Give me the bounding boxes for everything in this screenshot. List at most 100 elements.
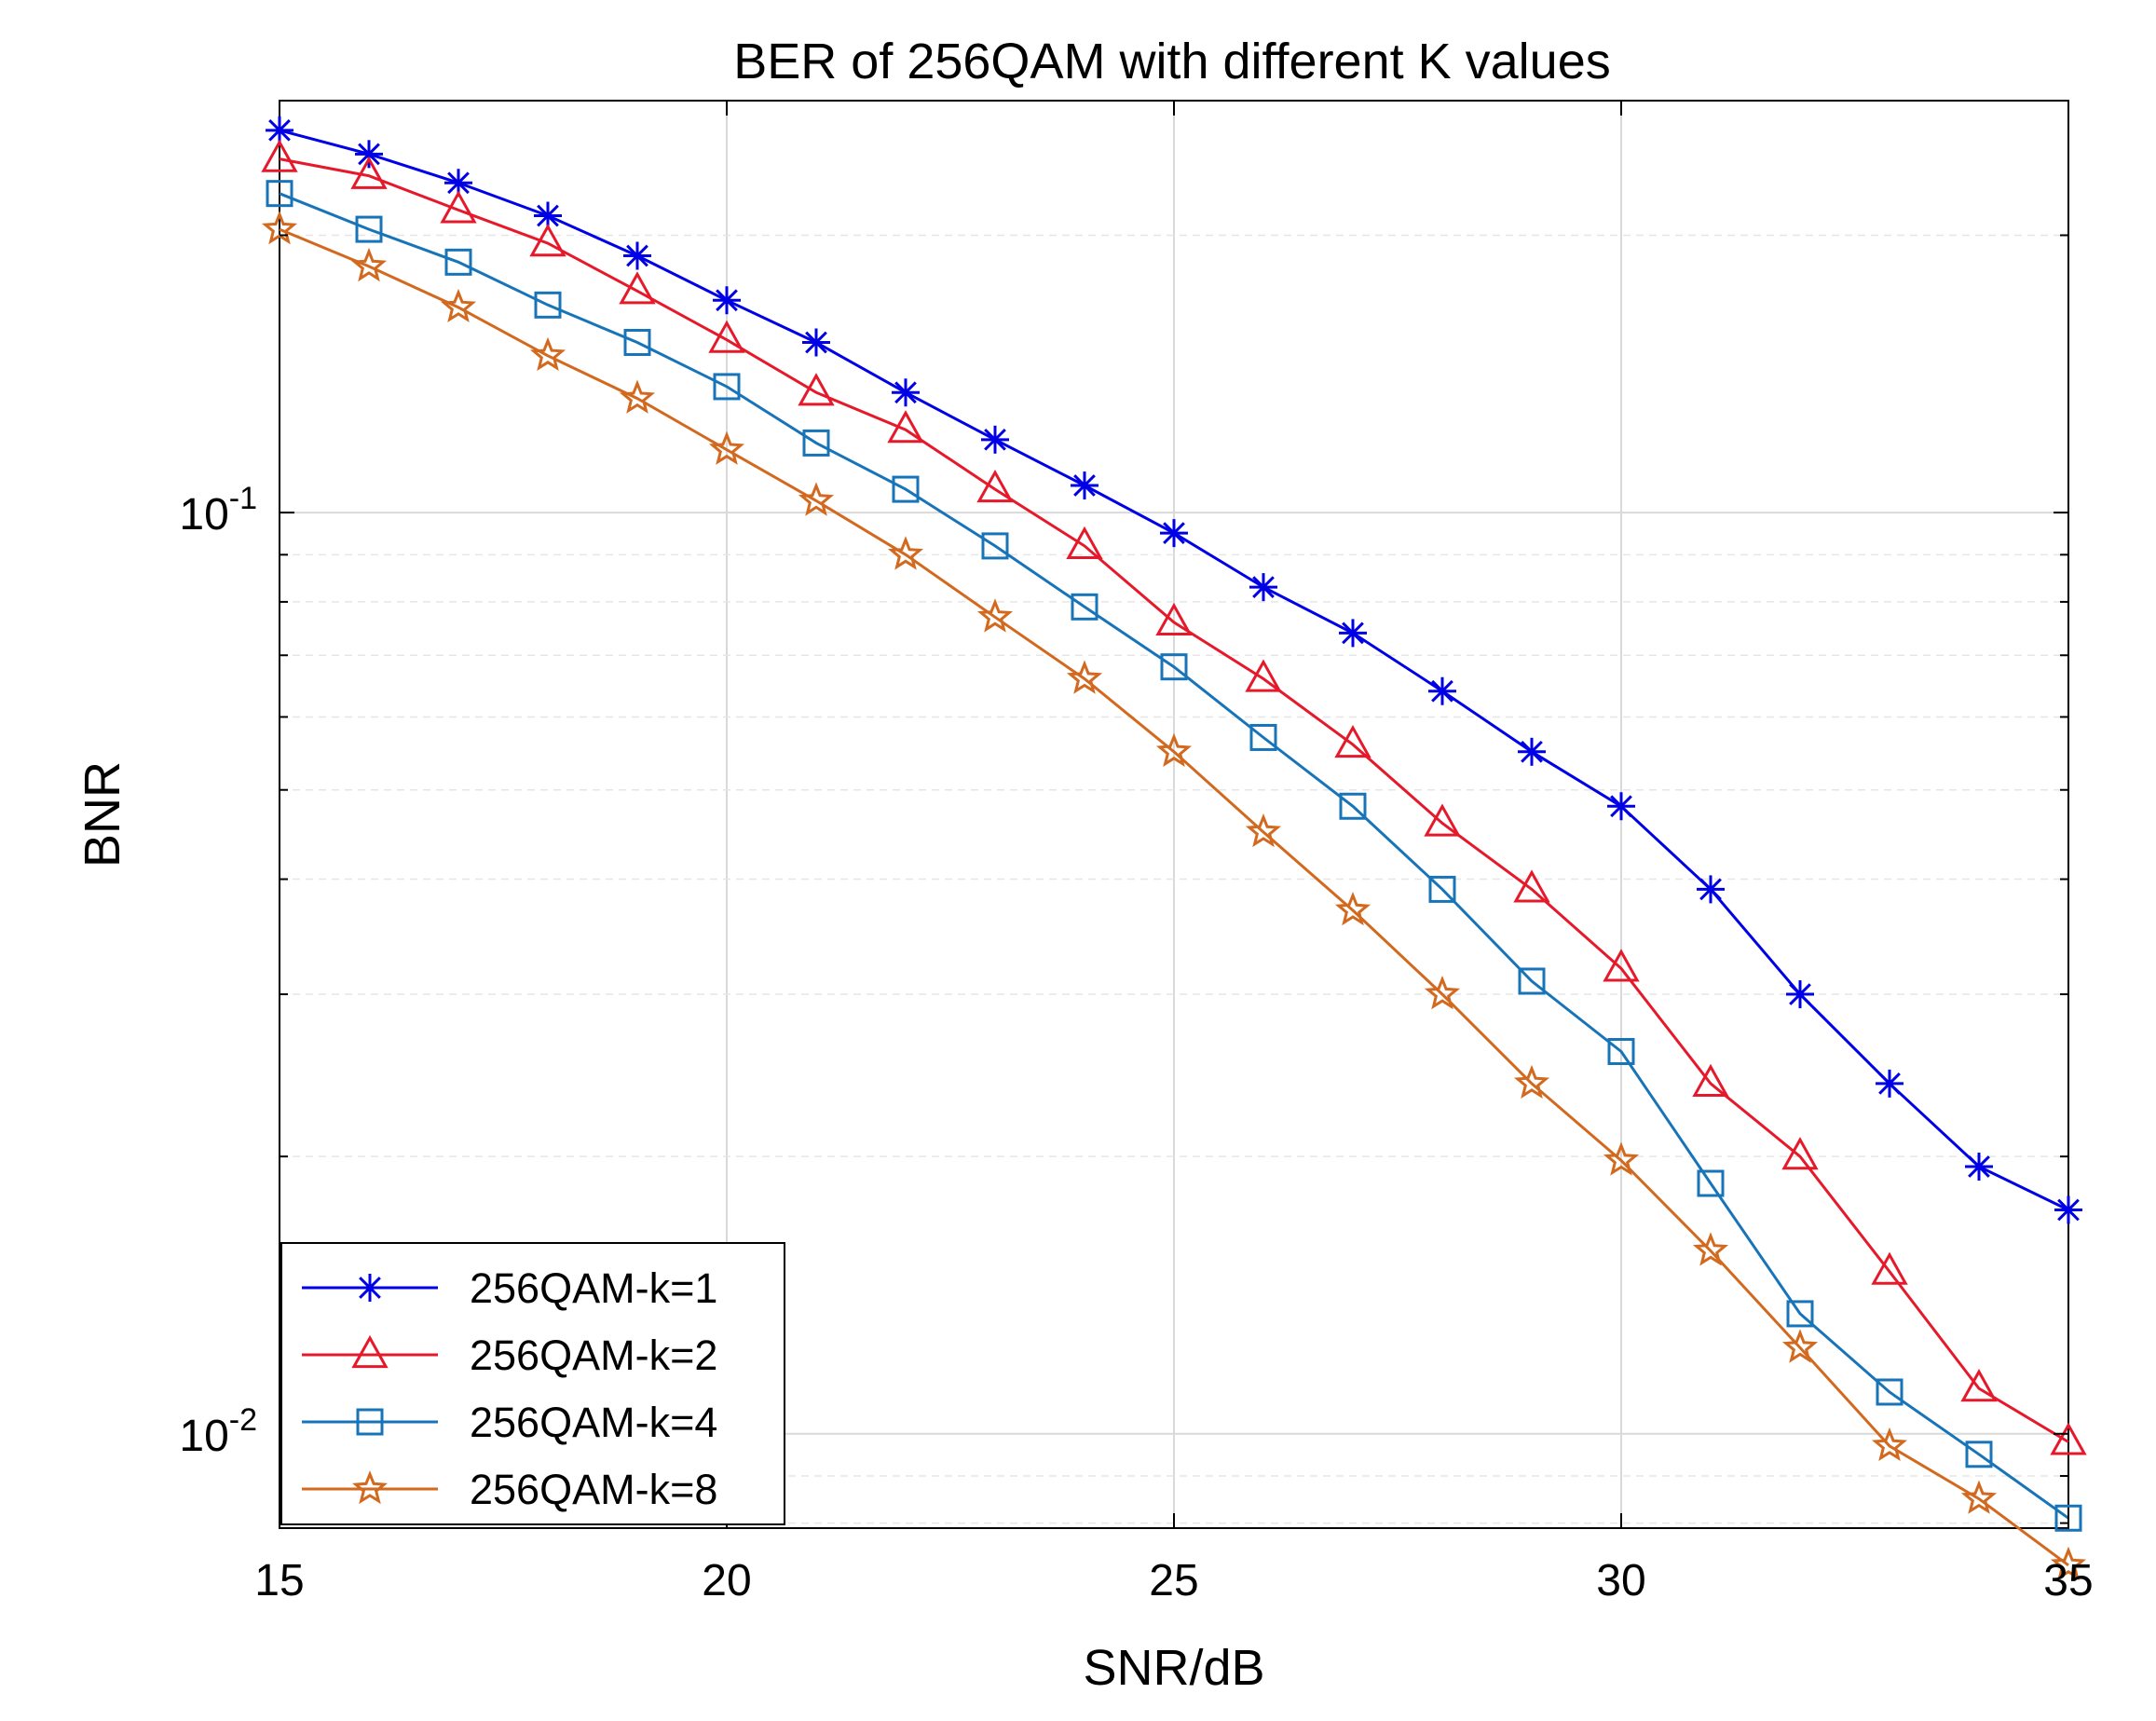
legend-label: 256QAM-k=4 — [470, 1399, 717, 1446]
data-point — [350, 247, 388, 282]
y-tick-label-base: 10 — [179, 490, 228, 540]
data-point — [1245, 813, 1282, 848]
x-tick-label: 30 — [1596, 1556, 1645, 1605]
data-point — [708, 430, 745, 465]
data-point — [1518, 737, 1546, 766]
chart-title: BER of 256QAM with different K values — [733, 34, 1610, 89]
legend-entry: 256QAM-k=1 — [302, 1264, 717, 1312]
data-point — [1334, 891, 1371, 926]
data-point — [355, 215, 383, 243]
data-point — [2054, 1195, 2082, 1224]
data-point — [1965, 1441, 1993, 1468]
legend-label: 256QAM-k=8 — [470, 1466, 717, 1513]
data-point — [1871, 1427, 1908, 1462]
data-point — [1428, 875, 1456, 903]
series-layer — [261, 116, 2087, 1581]
data-point — [981, 425, 1009, 454]
data-point — [1607, 1038, 1635, 1066]
axes-labels: SNR/dB BNR — [75, 761, 1265, 1696]
data-point — [798, 373, 835, 406]
data-point — [1339, 792, 1367, 820]
data-point — [266, 180, 293, 208]
series-line — [279, 227, 2069, 1567]
data-point — [892, 475, 920, 503]
x-tick-label: 15 — [254, 1556, 304, 1605]
data-point — [976, 598, 1014, 633]
y-tick-label: 10-1 — [179, 481, 257, 540]
data-point — [1245, 659, 1282, 692]
legend-label: 256QAM-k=1 — [470, 1264, 717, 1312]
x-tick-label: 20 — [702, 1556, 751, 1605]
data-point — [619, 379, 656, 414]
y-tick-label: 10-2 — [179, 1402, 257, 1461]
y-tick-label-exponent: -1 — [229, 481, 257, 516]
data-point — [1513, 869, 1550, 903]
data-point — [981, 532, 1009, 560]
data-point — [1786, 980, 1814, 1009]
legend-marker — [356, 1274, 384, 1302]
data-point — [1424, 803, 1461, 837]
data-point — [1697, 875, 1725, 904]
data-point — [1155, 732, 1193, 767]
data-point — [802, 328, 830, 357]
data-point — [1066, 660, 1103, 694]
x-tick-label: 25 — [1149, 1556, 1198, 1605]
data-point — [1960, 1369, 1998, 1402]
data-point — [1603, 1141, 1640, 1176]
legend-label: 256QAM-k=2 — [470, 1332, 717, 1379]
data-point — [529, 224, 566, 257]
data-point — [713, 373, 741, 401]
data-point — [2050, 1422, 2087, 1455]
series-1 — [266, 116, 2082, 1224]
data-point — [1249, 573, 1277, 602]
data-point — [1965, 1153, 1993, 1181]
data-point — [623, 328, 651, 356]
data-point — [708, 320, 745, 353]
data-point — [892, 378, 920, 407]
x-tick-label: 35 — [2043, 1556, 2093, 1605]
legend: 256QAM-k=1 256QAM-k=2 256QAM-k=4 256QAM-k=8 — [280, 1242, 785, 1525]
series-4 — [261, 211, 2087, 1581]
data-point — [266, 116, 293, 144]
data-point — [1249, 723, 1277, 751]
data-point — [1428, 676, 1456, 705]
data-point — [1334, 724, 1371, 758]
data-point — [355, 140, 383, 169]
data-point — [534, 291, 562, 319]
data-point — [1876, 1378, 1904, 1406]
data-point — [1424, 976, 1461, 1010]
series-line — [279, 157, 2069, 1443]
data-point — [440, 190, 477, 224]
data-point — [529, 336, 566, 371]
x-axis-label: SNR/dB — [1083, 1640, 1264, 1696]
data-point — [1518, 967, 1546, 995]
data-point — [1160, 519, 1188, 548]
data-point — [1160, 653, 1188, 681]
data-point — [887, 410, 924, 444]
data-point — [1781, 1137, 1819, 1170]
legend-marker — [356, 1408, 384, 1436]
data-point — [1692, 1063, 1729, 1097]
data-point — [798, 482, 835, 516]
y-tick-label-base: 10 — [179, 1412, 228, 1461]
data-point — [1876, 1069, 1904, 1098]
legend-entry: 256QAM-k=4 — [302, 1399, 717, 1446]
data-point — [1066, 526, 1103, 560]
data-point — [2054, 1504, 2082, 1532]
data-point — [1697, 1169, 1725, 1197]
data-point — [802, 429, 830, 457]
data-point — [1071, 593, 1098, 621]
y-axis-label: BNR — [75, 761, 130, 867]
data-point — [440, 288, 477, 323]
legend-entry: 256QAM-k=2 — [302, 1332, 717, 1379]
legend-marker — [351, 1469, 389, 1505]
series-2 — [261, 139, 2087, 1455]
legend-entry: 256QAM-k=8 — [302, 1466, 717, 1513]
chart-title-layer: BER of 256QAM with different K values — [733, 34, 1610, 89]
data-point — [261, 139, 298, 172]
y-tick-label-exponent: -2 — [229, 1402, 257, 1438]
data-point — [1960, 1480, 1998, 1514]
data-point — [1603, 949, 1640, 982]
